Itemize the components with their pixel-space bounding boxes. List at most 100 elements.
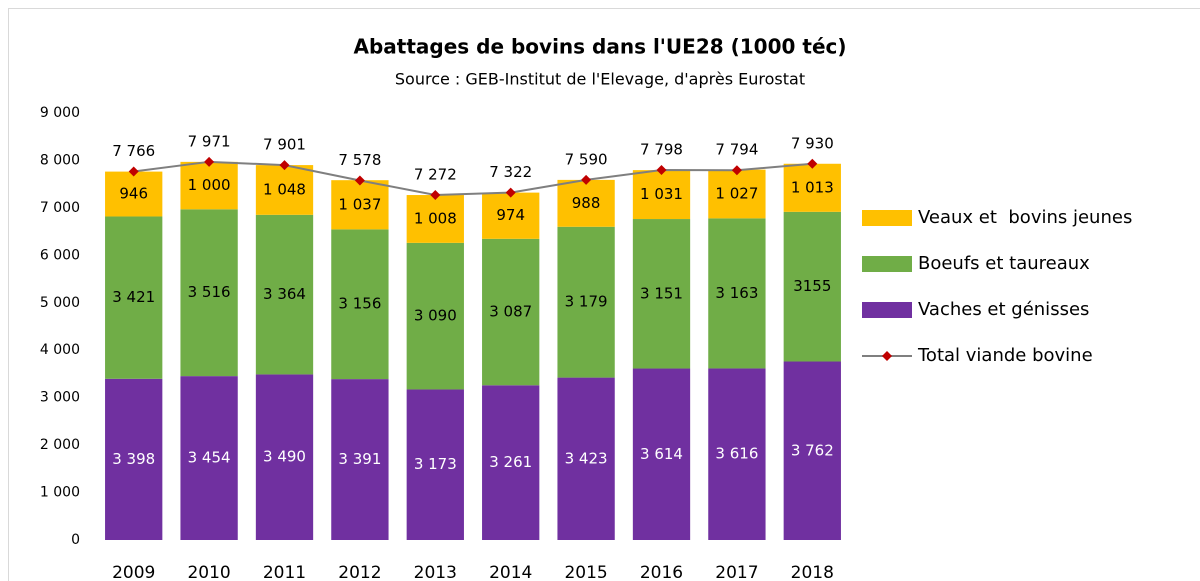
y-tick-label: 1 000 [40,485,80,501]
bar-segment [105,171,163,217]
legend-label: Boeufs et taureaux [918,253,1090,274]
bar-segment [557,226,615,378]
x-tick-label: 2012 [338,563,381,581]
x-tick-label: 2011 [263,563,306,581]
data-label: 988 [572,194,601,212]
legend-swatch [862,210,912,226]
line-marker [656,165,667,176]
bar-segment [255,165,314,215]
bar-segment [632,219,691,369]
bar-segment [557,179,615,227]
bar-segment [482,385,540,540]
data-label: 974 [496,206,525,224]
x-tick-label: 2016 [640,563,683,581]
data-label: 7 971 [188,132,231,150]
y-tick-label: 3 000 [40,390,80,406]
bar-segment [632,368,691,540]
data-label: 3 616 [715,445,758,463]
data-label: 3155 [793,277,831,295]
data-label: 1 000 [188,176,231,194]
bar-segment [180,376,238,540]
data-label: 7 794 [715,141,758,159]
line-marker [279,160,290,171]
data-label: 3 090 [414,307,457,325]
data-label: 1 037 [338,195,381,213]
y-tick-label: 6 000 [40,247,80,263]
bar-segment [331,379,389,540]
data-label: 7 901 [263,136,306,154]
line-marker [204,156,215,167]
bar-segment [708,368,766,540]
data-label: 3 454 [188,449,231,467]
bar-segment [105,216,163,379]
legend-label: Veaux et bovins jeunes [918,207,1132,228]
bar-segment [255,214,314,375]
bar-segment [708,218,766,369]
data-label: 1 031 [640,185,683,203]
data-label: 7 930 [791,134,834,152]
x-tick-label: 2014 [489,563,532,581]
data-label: 1 008 [414,209,457,227]
bar-segment [331,229,389,380]
bar-segment [406,242,464,390]
line-marker [581,174,592,185]
legend-swatch [862,256,912,272]
bar-segment [406,389,464,540]
line-marker [128,166,139,177]
x-tick-label: 2015 [564,563,607,581]
data-label: 7 798 [640,141,683,159]
bar-segment [557,377,615,540]
data-label: 7 590 [565,150,608,168]
line-marker [807,158,818,169]
total-line [133,160,813,196]
data-label: 7 766 [112,142,155,160]
data-label: 3 173 [414,455,457,473]
data-label: 3 421 [112,288,155,306]
data-label: 1 027 [715,185,758,203]
x-tick-label: 2010 [187,563,230,581]
data-label: 3 087 [489,303,532,321]
x-tick-label: 2018 [791,563,834,581]
data-label: 946 [119,185,148,203]
y-tick-label: 7 000 [40,200,80,216]
bar-segment [105,378,163,540]
y-tick-label: 9 000 [40,105,80,121]
data-label: 3 364 [263,285,306,303]
line-marker [430,189,441,200]
legend-swatch [862,302,912,318]
bar-segment [783,163,841,212]
bar-segment [331,180,389,230]
bar-segment [632,170,691,220]
y-tick-label: 0 [71,532,80,548]
data-label: 3 762 [791,441,834,459]
legend-label: Vaches et génisses [918,299,1089,320]
y-tick-label: 2 000 [40,437,80,453]
bar-segment [783,361,841,540]
data-label: 7 322 [489,163,532,181]
bar-segment [406,195,464,243]
data-label: 3 163 [715,284,758,302]
y-tick-label: 4 000 [40,342,80,358]
data-label: 7 578 [338,151,381,169]
data-label: 7 272 [414,165,457,183]
data-label: 3 156 [338,295,381,313]
data-label: 3 490 [263,448,306,466]
chart-title: Abattages de bovins dans l'UE28 (1000 té… [353,35,846,59]
data-label: 3 391 [338,450,381,468]
x-tick-label: 2017 [715,563,758,581]
data-label: 3 179 [565,293,608,311]
bar-segment [180,209,238,377]
bar-segment [708,169,766,219]
line-marker [354,175,365,186]
bar-segment [255,374,314,540]
bar-segment [482,238,540,386]
bar-segment [180,161,238,210]
data-label: 3 261 [489,453,532,471]
data-label: 1 048 [263,180,306,198]
chart-subtitle: Source : GEB-Institut de l'Elevage, d'ap… [395,70,805,89]
bar-segment [783,211,841,362]
data-label: 3 398 [112,450,155,468]
data-label: 1 013 [791,178,834,196]
data-label: 3 151 [640,284,683,302]
